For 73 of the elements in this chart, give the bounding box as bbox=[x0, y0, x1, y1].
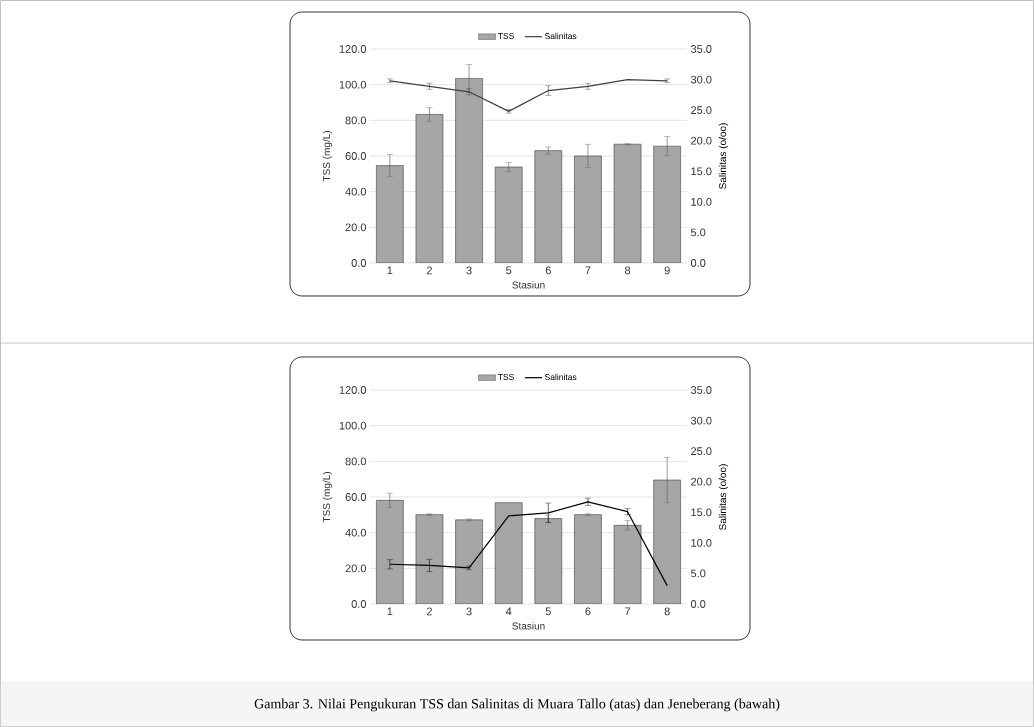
x-tick-label: 4 bbox=[505, 607, 512, 616]
y2-tick-label: 35.0 bbox=[690, 45, 712, 53]
y2-tick-label: 0.0 bbox=[690, 600, 706, 608]
y2-tick-label: 0.0 bbox=[690, 259, 706, 267]
x-tick-label: 2 bbox=[426, 607, 432, 616]
legend-label: Salinitas bbox=[544, 373, 577, 381]
text: Gambar 3. Nilai Pengukuran TSS dan Salinitas di Muara Tallo (atas) dan Jeneberang (bawah) bbox=[254, 698, 780, 712]
bar bbox=[415, 114, 443, 263]
x-tick-label: 7 bbox=[625, 607, 631, 616]
y-tick-label: 0.0 bbox=[351, 259, 367, 267]
bar bbox=[614, 144, 642, 263]
y2-tick-label: 10.0 bbox=[691, 197, 712, 206]
x-tick-label: 6 bbox=[585, 607, 591, 616]
y2-tick-label: 5.0 bbox=[690, 228, 706, 237]
x-tick-label: 9 bbox=[664, 266, 670, 275]
y-tick-label: 100.0 bbox=[339, 421, 367, 430]
y2-axis-title: Salinitas (o/oo) bbox=[718, 464, 729, 530]
x-tick-label: 2 bbox=[426, 266, 432, 275]
y2-tick-label: 15.0 bbox=[691, 167, 712, 176]
bar bbox=[455, 78, 483, 263]
bar bbox=[574, 514, 602, 604]
x-axis-title: Stasiun bbox=[512, 281, 545, 289]
x-tick-label: 5 bbox=[545, 607, 551, 616]
y-tick-label: 120.0 bbox=[339, 386, 367, 394]
x-tick-label: 1 bbox=[387, 266, 393, 275]
y-tick-label: 80.0 bbox=[345, 116, 367, 125]
bar bbox=[534, 150, 562, 263]
y2-tick-label: 5.0 bbox=[690, 569, 706, 578]
legend-label: TSS bbox=[497, 373, 514, 380]
x-tick-label: 5 bbox=[506, 266, 512, 275]
y-tick-label: 120.0 bbox=[339, 45, 367, 53]
y-tick-label: 20.0 bbox=[345, 564, 367, 573]
bar bbox=[455, 519, 483, 604]
bar bbox=[495, 502, 523, 604]
x-tick-label: 3 bbox=[466, 607, 472, 616]
y-tick-label: 80.0 bbox=[345, 457, 367, 466]
bar bbox=[495, 167, 523, 263]
x-tick-label: 6 bbox=[545, 266, 551, 275]
bar bbox=[653, 145, 681, 263]
y-tick-label: 60.0 bbox=[345, 152, 367, 160]
x-axis-title: Stasiun bbox=[512, 622, 545, 630]
bar bbox=[376, 165, 404, 263]
bar bbox=[534, 518, 562, 604]
y-tick-label: 60.0 bbox=[345, 493, 367, 501]
y-tick-label: 40.0 bbox=[345, 187, 367, 196]
y2-tick-label: 25.0 bbox=[691, 106, 712, 115]
y2-tick-label: 10.0 bbox=[691, 538, 712, 547]
y2-axis-title: Salinitas (o/oo) bbox=[718, 123, 729, 189]
y-axis-title: TSS (mg/L) bbox=[322, 131, 333, 182]
y2-tick-label: 30.0 bbox=[690, 75, 712, 84]
y2-tick-label: 30.0 bbox=[690, 416, 712, 425]
y-tick-label: 100.0 bbox=[339, 80, 367, 89]
bar bbox=[376, 500, 404, 604]
legend-label: TSS bbox=[497, 32, 514, 39]
bar bbox=[614, 525, 642, 604]
bar bbox=[574, 155, 602, 263]
y-tick-label: 20.0 bbox=[345, 223, 367, 232]
y2-tick-label: 20.0 bbox=[691, 477, 712, 486]
y2-tick-label: 20.0 bbox=[691, 136, 712, 145]
bar bbox=[653, 479, 681, 604]
bar bbox=[415, 514, 443, 604]
y-axis-title: TSS (mg/L) bbox=[322, 472, 333, 523]
y2-tick-label: 25.0 bbox=[691, 447, 712, 456]
x-tick-label: 8 bbox=[664, 607, 670, 616]
x-tick-label: 7 bbox=[585, 266, 591, 275]
x-tick-label: 8 bbox=[624, 266, 631, 275]
x-tick-label: 1 bbox=[387, 607, 393, 616]
y2-tick-label: 35.0 bbox=[690, 386, 712, 394]
legend-label: Salinitas bbox=[544, 32, 577, 40]
y-tick-label: 40.0 bbox=[345, 528, 367, 537]
y-tick-label: 0.0 bbox=[351, 600, 367, 608]
x-tick-label: 3 bbox=[466, 266, 472, 275]
y2-tick-label: 15.0 bbox=[691, 508, 712, 517]
